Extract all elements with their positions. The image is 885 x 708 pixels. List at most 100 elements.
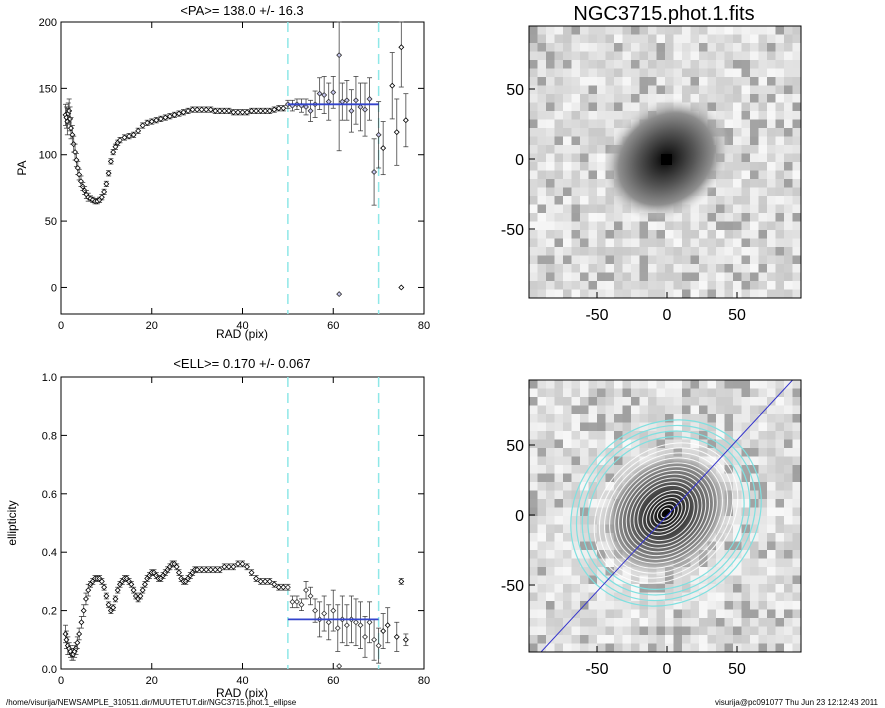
noise-pixel — [639, 635, 649, 644]
noise-pixel — [682, 626, 691, 636]
noise-pixel — [631, 85, 640, 95]
data-point — [280, 584, 287, 591]
noise-pixel — [767, 575, 776, 585]
img-ytick-label: 0 — [515, 508, 524, 525]
noise-pixel — [716, 550, 725, 559]
noise-pixel — [571, 516, 581, 525]
noise-pixel — [605, 94, 615, 103]
data-point — [101, 188, 108, 195]
noise-pixel — [537, 567, 547, 576]
data-point — [293, 598, 300, 605]
data-point — [393, 129, 400, 136]
noise-pixel — [580, 145, 589, 154]
noise-pixel — [597, 482, 606, 491]
noise-pixel — [563, 516, 572, 525]
noise-pixel — [605, 643, 615, 652]
noise-pixel — [707, 68, 717, 78]
noise-pixel — [741, 405, 751, 415]
noise-pixel — [563, 238, 572, 248]
data-point — [114, 587, 121, 594]
noise-pixel — [767, 422, 776, 432]
noise-pixel — [750, 221, 759, 231]
noise-pixel — [784, 281, 793, 290]
noise-pixel — [546, 162, 555, 171]
noise-pixel — [707, 609, 717, 619]
noise-pixel — [741, 609, 751, 619]
noise-pixel — [716, 213, 725, 222]
noise-pixel — [775, 204, 785, 214]
data-point — [194, 566, 201, 573]
noise-pixel — [767, 550, 776, 559]
noise-pixel — [724, 119, 734, 129]
noise-pixel — [546, 422, 555, 432]
noise-pixel — [699, 575, 708, 585]
noise-pixel — [750, 414, 759, 423]
noise-pixel — [546, 51, 555, 61]
noise-pixel — [656, 264, 666, 273]
noise-pixel — [707, 414, 717, 423]
noise-pixel — [631, 575, 640, 585]
img-xtick-label: -50 — [585, 661, 608, 678]
noise-pixel — [758, 533, 768, 542]
noise-pixel — [775, 499, 785, 508]
noise-pixel — [775, 482, 785, 491]
noise-pixel — [588, 145, 598, 154]
noise-pixel — [716, 204, 725, 214]
noise-pixel — [605, 414, 615, 423]
noise-pixel — [792, 289, 801, 298]
noise-pixel — [665, 247, 674, 256]
noise-pixel — [529, 507, 538, 517]
noise-pixel — [529, 473, 538, 483]
noise-pixel — [758, 405, 768, 415]
noise-pixel — [571, 533, 581, 542]
noise-pixel — [792, 626, 801, 636]
noise-pixel — [631, 68, 640, 78]
noise-pixel — [605, 213, 615, 222]
noise-pixel — [673, 272, 683, 282]
noise-pixel — [622, 51, 632, 61]
noise-pixel — [724, 77, 734, 86]
noise-pixel — [529, 255, 538, 265]
noise-pixel — [631, 281, 640, 290]
noise-pixel — [724, 187, 734, 197]
noise-pixel — [597, 264, 606, 273]
noise-pixel — [648, 68, 657, 78]
noise-pixel — [631, 439, 640, 449]
noise-pixel — [750, 575, 759, 585]
noise-pixel — [622, 422, 632, 432]
noise-pixel — [648, 272, 657, 282]
noise-pixel — [537, 609, 547, 619]
noise-pixel — [673, 626, 683, 636]
noise-pixel — [792, 204, 801, 214]
noise-pixel — [707, 558, 717, 568]
noise-pixel — [724, 102, 734, 112]
noise-pixel — [758, 94, 768, 103]
noise-pixel — [707, 60, 717, 69]
noise-pixel — [546, 541, 555, 551]
x-tick-label: 80 — [418, 675, 430, 687]
noise-pixel — [571, 102, 581, 112]
isophote-ellipse — [653, 500, 679, 526]
noise-pixel — [614, 380, 623, 389]
noise-pixel — [563, 456, 572, 466]
noise-pixel — [614, 592, 623, 602]
data-point — [275, 105, 282, 112]
noise-pixel — [546, 153, 555, 163]
noise-pixel — [656, 635, 666, 644]
noise-pixel — [784, 179, 793, 188]
noise-pixel — [724, 626, 734, 636]
noise-pixel — [588, 34, 598, 44]
noise-pixel — [716, 51, 725, 61]
noise-pixel — [758, 618, 768, 627]
ell-data-points — [62, 560, 409, 670]
y-tick-label: 0.6 — [42, 489, 57, 501]
noise-pixel — [537, 230, 547, 239]
noise-pixel — [750, 405, 759, 415]
noise-pixel — [775, 439, 785, 449]
noise-pixel — [775, 465, 785, 474]
data-point — [135, 127, 142, 134]
noise-pixel — [546, 128, 555, 137]
noise-pixel — [733, 213, 742, 222]
noise-pixel — [537, 439, 547, 449]
noise-pixel — [571, 524, 581, 534]
